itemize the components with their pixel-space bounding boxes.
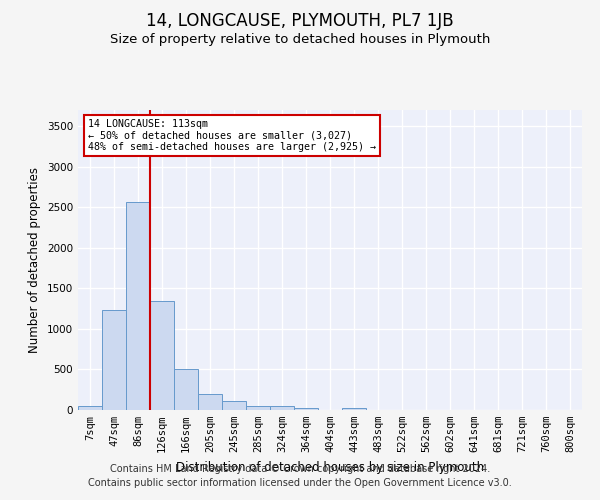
- Bar: [174, 370, 198, 410]
- Bar: [294, 408, 318, 410]
- X-axis label: Distribution of detached houses by size in Plymouth: Distribution of detached houses by size …: [176, 460, 484, 473]
- Bar: [150, 302, 174, 410]
- Bar: [270, 406, 294, 410]
- Text: Size of property relative to detached houses in Plymouth: Size of property relative to detached ho…: [110, 32, 490, 46]
- Bar: [198, 394, 222, 410]
- Bar: [222, 402, 246, 410]
- Bar: [246, 406, 270, 410]
- Text: 14 LONGCAUSE: 113sqm
← 50% of detached houses are smaller (3,027)
48% of semi-de: 14 LONGCAUSE: 113sqm ← 50% of detached h…: [88, 119, 376, 152]
- Text: Contains HM Land Registry data © Crown copyright and database right 2024.
Contai: Contains HM Land Registry data © Crown c…: [88, 464, 512, 487]
- Bar: [342, 408, 366, 410]
- Text: 14, LONGCAUSE, PLYMOUTH, PL7 1JB: 14, LONGCAUSE, PLYMOUTH, PL7 1JB: [146, 12, 454, 30]
- Bar: [126, 202, 150, 410]
- Bar: [78, 406, 102, 410]
- Bar: [102, 310, 126, 410]
- Y-axis label: Number of detached properties: Number of detached properties: [28, 167, 41, 353]
